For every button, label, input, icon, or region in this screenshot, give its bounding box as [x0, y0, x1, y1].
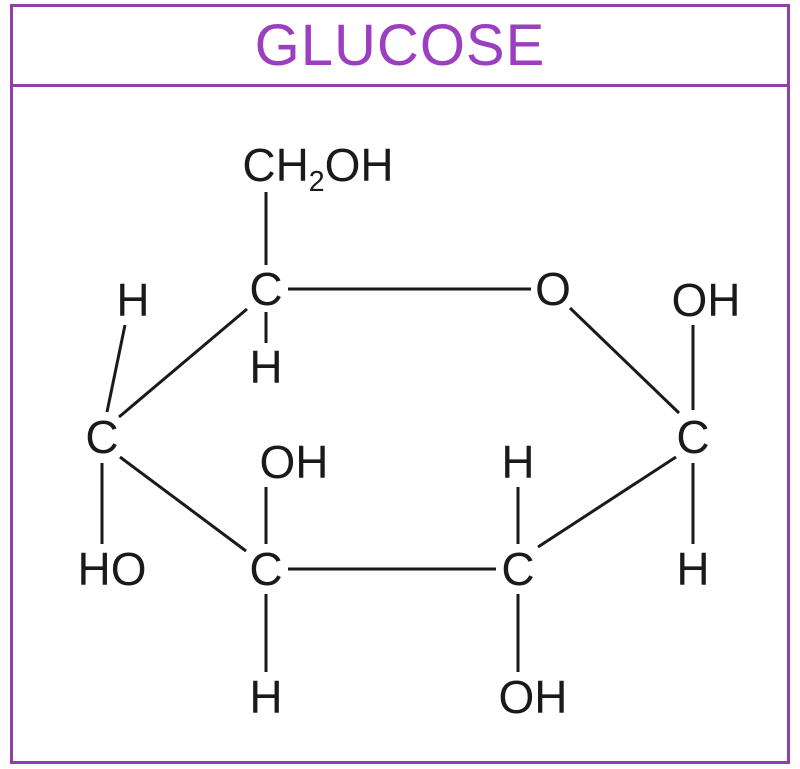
- atom-c3h: H: [249, 674, 282, 720]
- atom-c1: C: [676, 414, 709, 460]
- atom-c3: C: [249, 546, 282, 592]
- atom-c2oh: OH: [499, 674, 568, 720]
- diagram-frame: GLUCOSE CH2OHCHOHCHOCOHHCHOHCOHH: [10, 4, 790, 764]
- bond-c4-c4h: [107, 325, 125, 412]
- bond-layer: [13, 87, 787, 761]
- atom-c5: C: [249, 266, 282, 312]
- molecule-diagram: CH2OHCHOHCHOCOHHCHOHCOHH: [13, 87, 787, 761]
- bond-o_ring-c1: [570, 308, 679, 413]
- bond-c1-c2: [538, 457, 676, 547]
- atom-c2h: H: [501, 439, 534, 485]
- atom-c4oh: HO: [78, 546, 147, 592]
- atom-c4h: H: [116, 277, 149, 323]
- atom-ch2oh: CH2OH: [242, 142, 393, 188]
- atom-c2: C: [501, 546, 534, 592]
- atom-c1h: H: [676, 546, 709, 592]
- title-text: GLUCOSE: [255, 12, 546, 79]
- atom-c5h: H: [249, 344, 282, 390]
- atom-c3oh: OH: [260, 439, 329, 485]
- bond-c3-c4: [120, 457, 246, 551]
- atom-c1oh: OH: [672, 277, 741, 323]
- atom-c4: C: [85, 414, 118, 460]
- title-bar: GLUCOSE: [13, 7, 787, 87]
- atom-o_ring: O: [535, 266, 571, 312]
